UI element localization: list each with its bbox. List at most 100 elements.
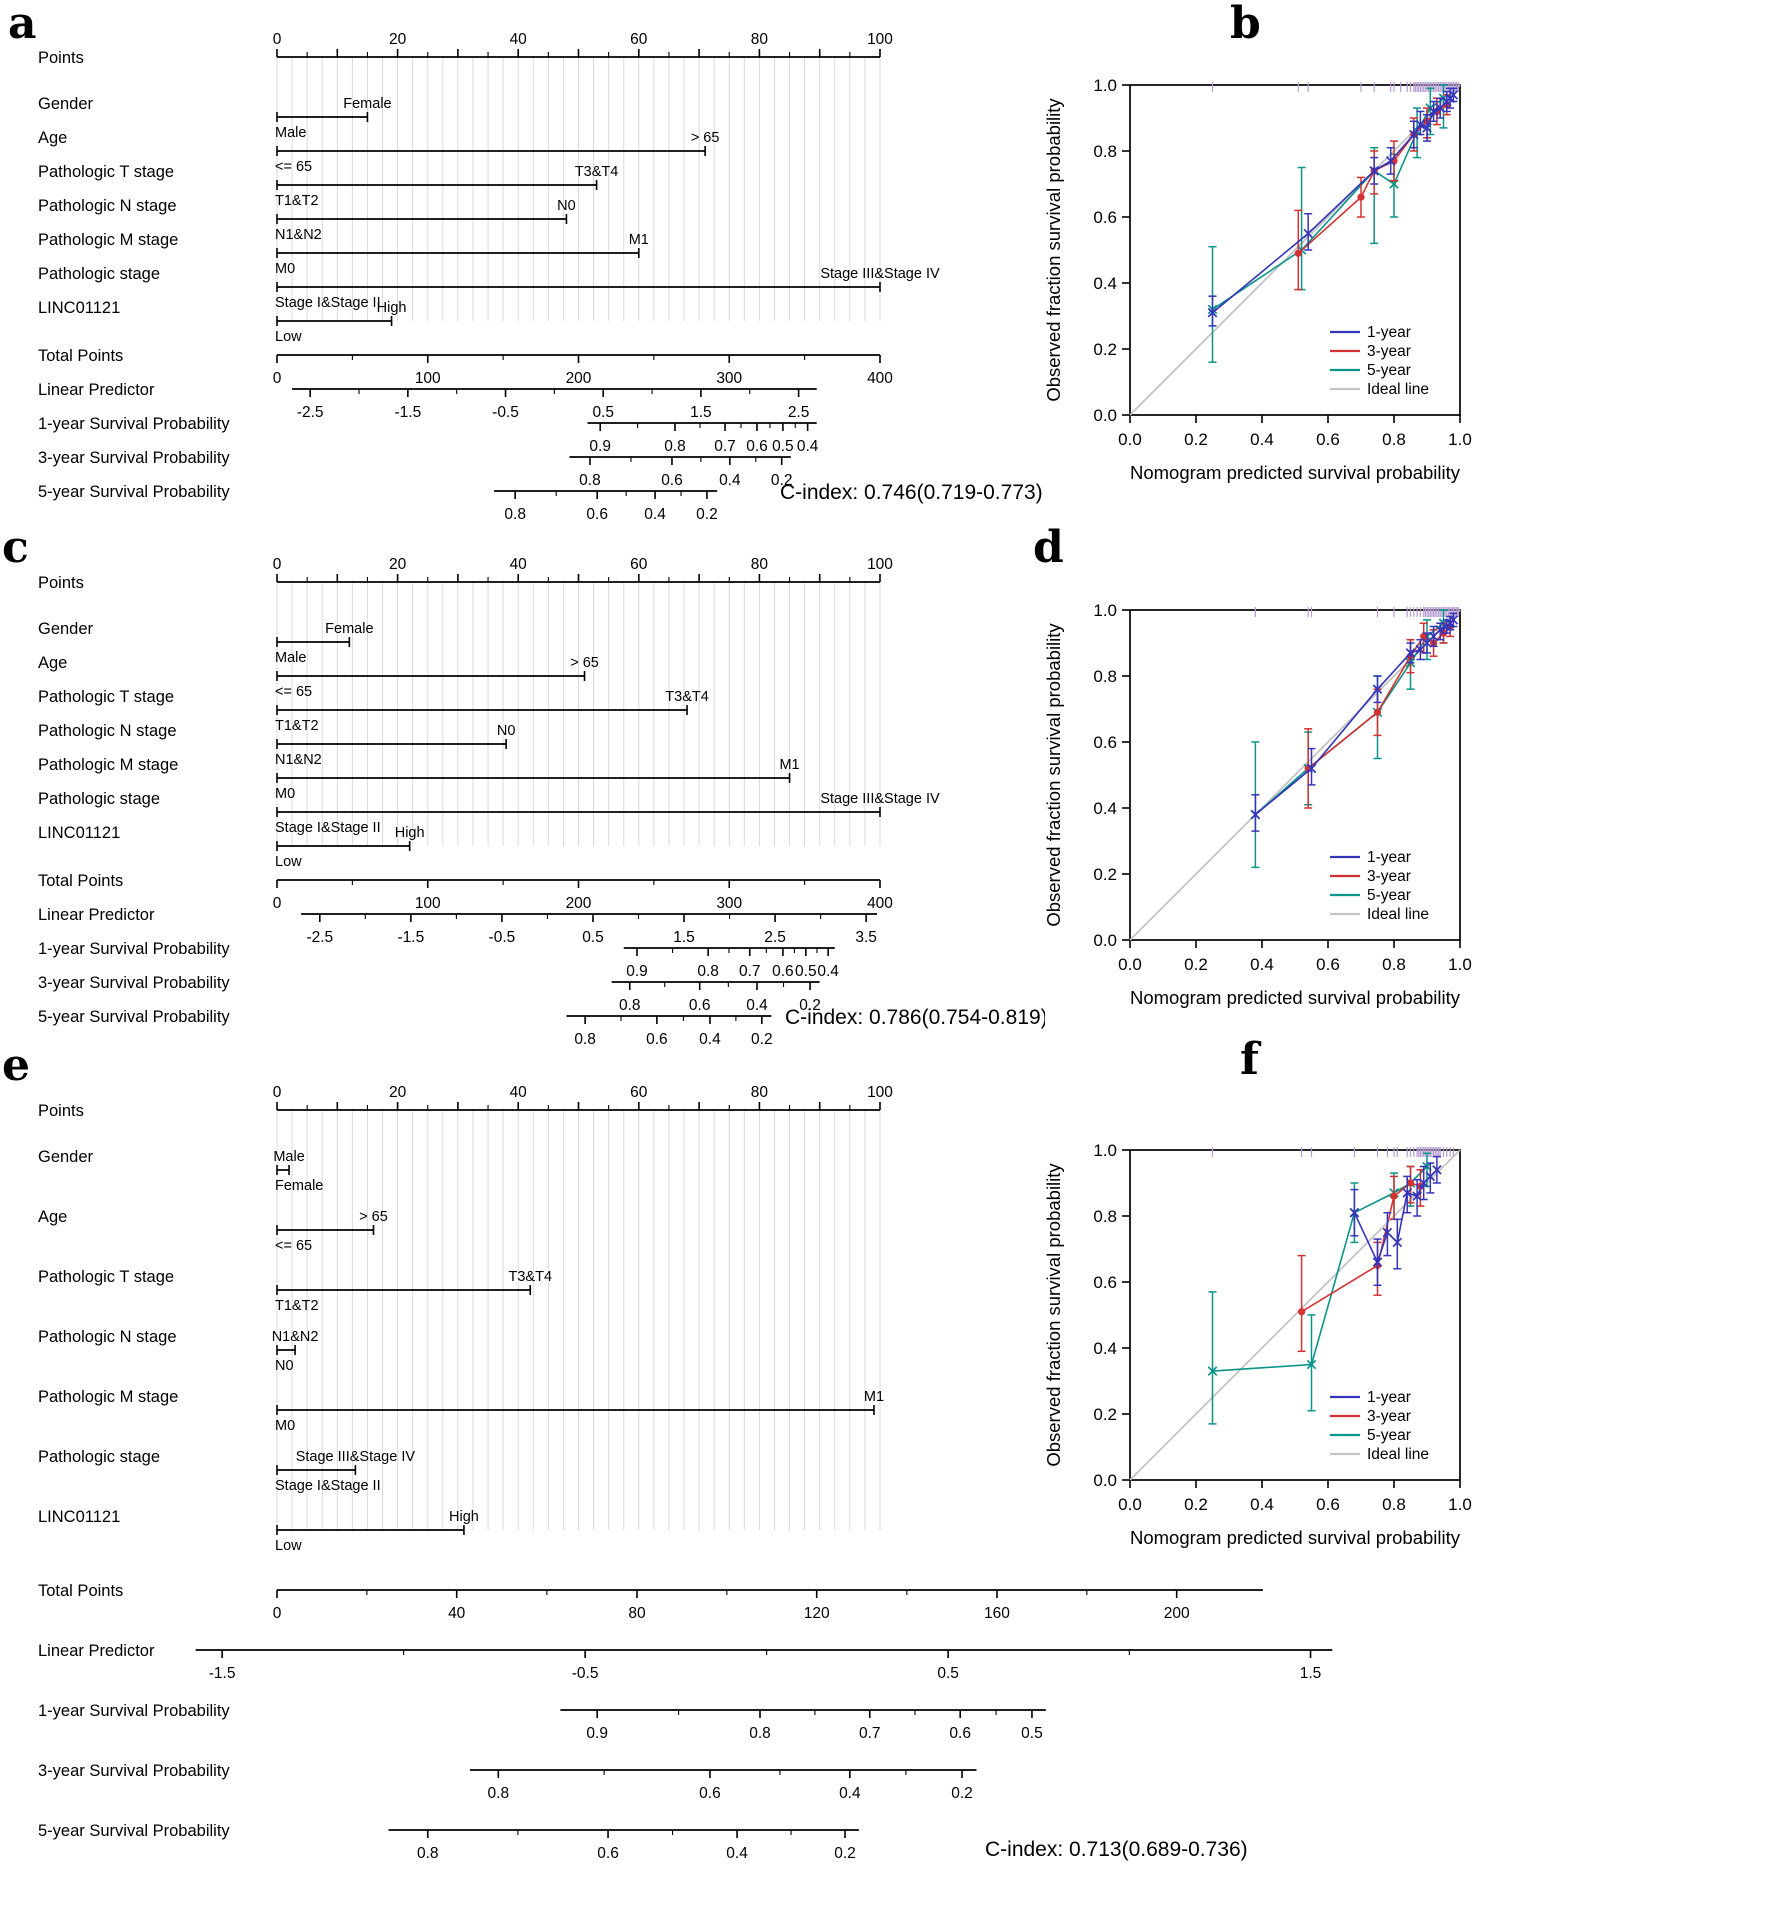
axis-tick-label: 400: [867, 895, 893, 912]
axis-tick-label: 40: [448, 1605, 466, 1622]
series-5-year: [1207, 84, 1449, 363]
axis-tick-label: 0.6: [699, 1785, 721, 1802]
axis-tick-label: 0.9: [589, 438, 611, 455]
variable-pathologic-m-stage: [276, 773, 791, 783]
axis-tick-label: 0.8: [697, 963, 719, 980]
axis-linear-predictor: [292, 388, 817, 397]
legend-label: 3-year: [1367, 868, 1411, 885]
category-label-high: Male: [273, 1149, 304, 1165]
axis-tick-label: 2.5: [788, 404, 810, 421]
y-tick-label: 1.0: [1093, 601, 1117, 620]
grid: [276, 57, 881, 321]
category-label-high: High: [377, 300, 407, 316]
axis-tick-label: 0.6: [586, 506, 608, 523]
row-label: Pathologic M stage: [38, 756, 178, 774]
axis-tick-label: 0.5: [795, 963, 817, 980]
ideal-line: [1129, 84, 1461, 416]
axis-tick-label: 0.4: [644, 506, 666, 523]
axis-tick-label: 0.5: [592, 404, 614, 421]
y-tick-label: 0.2: [1093, 865, 1117, 884]
category-label-high: T3&T4: [575, 164, 619, 180]
legend-label: Ideal line: [1367, 381, 1429, 398]
axis-total-points: [276, 1589, 1263, 1598]
row-label: Total Points: [38, 1582, 123, 1600]
axis-5-year-survival-probability: [566, 1015, 772, 1024]
x-axis-title: Nomogram predicted survival probability: [1130, 462, 1461, 483]
axis-tick-label: 0.8: [504, 506, 526, 523]
axis-1-year-survival-probability: [560, 1709, 1046, 1718]
axis-linear-predictor: [195, 1649, 1333, 1658]
axis-tick-label: 0.9: [626, 963, 648, 980]
axis-tick-label: 100: [415, 895, 441, 912]
panel-label-c: c: [2, 522, 29, 573]
legend-label: 5-year: [1367, 1427, 1411, 1444]
row-label: Pathologic N stage: [38, 1328, 177, 1346]
axis-tick-label: 0: [273, 1605, 282, 1622]
x-tick-label: 1.0: [1448, 955, 1472, 974]
axis-linear-predictor: [301, 913, 877, 922]
x-tick-label: 1.0: [1448, 430, 1472, 449]
points-axis: [276, 574, 881, 583]
axis-tick-label: 0.6: [646, 1031, 668, 1048]
legend-label: 3-year: [1367, 343, 1411, 360]
grid: [276, 1110, 881, 1530]
row-label: Total Points: [38, 872, 123, 890]
axis-tick-label: 0.7: [739, 963, 761, 980]
legend-label: 1-year: [1367, 1389, 1411, 1406]
points-axis: [276, 49, 881, 58]
calibration-panel-d: 0.00.0 0.2 0.2 0.4 0.4 0.6 0.6 0.8 0.8 1.0 1.0 Nomo…: [1043, 601, 1472, 1008]
row-label: Total Points: [38, 347, 123, 365]
category-label-high: Stage III&Stage IV: [296, 1449, 416, 1465]
variable-pathologic-t-stage: [276, 180, 598, 190]
calibration-panel-b: 0.00.0 0.2 0.2 0.4 0.4 0.6 0.6 0.8 0.8 1.0 1.0 Nomo…: [1043, 76, 1472, 483]
variable-pathologic-n-stage: [276, 739, 507, 749]
axis-tick-label: 300: [716, 895, 742, 912]
x-tick-label: 0.2: [1184, 955, 1208, 974]
y-tick-label: 0.8: [1093, 142, 1117, 161]
variable-age: [276, 1225, 375, 1235]
plot-box: [1129, 84, 1461, 416]
c-index-text: C-index: 0.713(0.689-0.736): [985, 1838, 1248, 1861]
axis-5-year-survival-probability: [388, 1829, 859, 1838]
x-tick-label: 0.6: [1316, 955, 1340, 974]
rug: [1254, 607, 1459, 617]
axis-tick-label: 0.6: [661, 472, 683, 489]
panel-label-f: f: [1240, 1034, 1259, 1085]
points-tick-label: 40: [510, 556, 528, 573]
variable-gender: [276, 112, 369, 122]
y-tick-label: 0.6: [1093, 733, 1117, 752]
x-axis-title: Nomogram predicted survival probability: [1130, 1527, 1461, 1548]
variable-gender: [276, 1165, 290, 1175]
category-label-high: Female: [343, 96, 391, 112]
category-label-high: > 65: [359, 1209, 388, 1225]
x-tick-label: 0.0: [1118, 430, 1142, 449]
variable-age: [276, 671, 586, 681]
axis-tick-label: -2.5: [297, 404, 324, 421]
c-index-text: C-index: 0.786(0.754-0.819): [785, 1006, 1045, 1029]
row-label: Pathologic N stage: [38, 197, 177, 215]
axis-tick-label: 0.4: [726, 1845, 748, 1862]
axis-tick-label: 0.2: [751, 1031, 773, 1048]
variable-pathologic-n-stage: [276, 1345, 296, 1355]
axis-tick-label: -0.5: [489, 929, 516, 946]
row-label: 3-year Survival Probability: [38, 974, 230, 992]
axis-tick-label: 0.8: [417, 1845, 439, 1862]
y-tick-label: 0.0: [1093, 931, 1117, 950]
category-label-high: Stage III&Stage IV: [820, 266, 940, 282]
points-tick-label: 40: [510, 1084, 528, 1101]
panel-label-b: b: [1230, 0, 1261, 49]
row-label: Points: [38, 574, 84, 592]
y-tick-label: 0.2: [1093, 340, 1117, 359]
y-tick-label: 1.0: [1093, 76, 1117, 95]
category-label-low: Male: [275, 650, 306, 666]
series-1-year: [1349, 1155, 1442, 1287]
axis-tick-label: 0.9: [586, 1725, 608, 1742]
category-label-high: > 65: [691, 130, 720, 146]
row-label: Gender: [38, 1148, 94, 1166]
x-tick-label: 0.4: [1250, 955, 1274, 974]
panel-label-d: d: [1033, 522, 1064, 573]
axis-tick-label: 200: [566, 895, 592, 912]
plot-box: [1129, 1149, 1461, 1481]
x-tick-label: 0.8: [1382, 955, 1406, 974]
variable-pathologic-m-stage: [276, 248, 640, 258]
